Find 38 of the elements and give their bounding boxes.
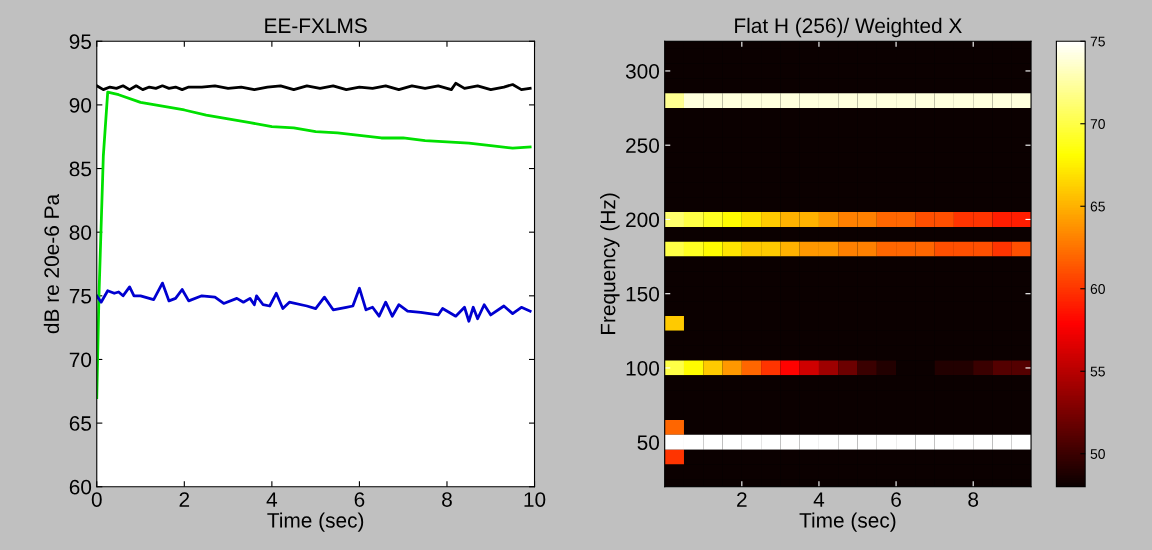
x-tick-label: 8 <box>968 492 979 507</box>
line-series <box>96 281 532 323</box>
y-axis-title: dB re 20e-6 Pa <box>43 193 60 334</box>
color-bar-label: 75 <box>1090 36 1105 47</box>
y-tick-label: 95 <box>69 34 92 49</box>
y-axis-title: Frequency (Hz) <box>600 193 620 335</box>
y-tick-label: 60 <box>69 479 92 495</box>
color-bar-label: 55 <box>1090 366 1105 377</box>
x-tick-label: 6 <box>891 492 901 507</box>
line-series <box>96 90 532 400</box>
y-tick-label: 250 <box>626 138 660 153</box>
y-tick-label: 80 <box>69 225 92 240</box>
x-tick-label: 4 <box>813 492 825 507</box>
x-axis-title: Time (sec) <box>799 512 896 532</box>
y-tick-label: 150 <box>626 286 660 302</box>
x-tick-label: 0 <box>91 492 102 507</box>
y-tick-label: 50 <box>637 435 660 450</box>
y-tick-label: 70 <box>69 352 92 368</box>
y-tick-label: 85 <box>69 161 92 177</box>
color-bar-label: 50 <box>1090 449 1105 459</box>
y-tick-label: 65 <box>69 416 92 431</box>
y-tick-label: 90 <box>69 97 92 113</box>
x-tick-label: 2 <box>737 492 747 507</box>
chart-title: EE-FXLMS <box>265 18 367 34</box>
y-tick-label: 75 <box>69 289 92 304</box>
x-tick-label: 8 <box>442 492 452 507</box>
y-tick-label: 200 <box>626 212 660 228</box>
y-tick-label: 100 <box>626 360 660 376</box>
x-tick-label: 2 <box>179 492 190 507</box>
chart-title: Flat H (256)/ Weighted X <box>735 17 962 38</box>
color-bar-label: 60 <box>1090 284 1105 294</box>
x-tick-label: 4 <box>266 492 278 507</box>
x-axis-title: Time (sec) <box>267 512 364 532</box>
y-tick-label: 300 <box>625 63 660 79</box>
x-tick-label: 10 <box>524 492 546 507</box>
color-bar-label: 65 <box>1090 201 1105 212</box>
color-bar-label: 70 <box>1090 119 1105 129</box>
x-tick-label: 6 <box>354 492 365 507</box>
